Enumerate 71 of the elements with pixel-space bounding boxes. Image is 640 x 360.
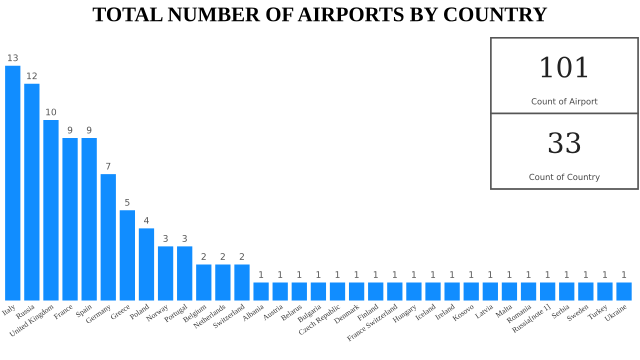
bar [234,264,250,301]
data-label: 1 [278,271,282,278]
bar [24,84,40,301]
bar [292,282,307,301]
bar [425,282,441,301]
chart-title: TOTAL NUMBER OF AIRPORTS BY COUNTRY [92,7,548,22]
bar [82,138,97,301]
bar [5,66,20,301]
bar [559,282,574,301]
bar [215,264,231,301]
bar [502,282,518,301]
data-label: 1 [354,271,359,278]
data-label: 1 [259,271,264,278]
data-label: 1 [546,271,550,278]
bar [310,282,326,301]
bar [464,282,479,301]
bar [100,174,116,301]
data-label: 1 [336,271,340,278]
data-label: 1 [508,271,512,278]
annotation: Count of Country [529,174,600,182]
data-label: 1 [564,271,569,278]
data-label: 3 [182,235,187,242]
data-label: 1 [450,271,454,278]
bar [330,282,346,301]
data-label: 3 [163,235,168,242]
data-label: 10 [46,108,56,116]
bar [482,282,498,301]
data-label: 1 [316,271,320,278]
bar [597,282,613,301]
bar [272,282,288,301]
bar [177,246,192,301]
data-label: 12 [27,72,37,80]
bar [540,282,556,301]
data-label: 1 [412,271,416,278]
data-label: 2 [220,253,225,260]
bar [616,282,632,301]
data-label: 7 [106,162,110,170]
data-label: 2 [202,253,206,260]
bar [253,282,269,301]
data-label: 1 [584,271,588,278]
annotation: 101 [541,56,588,78]
data-label: 1 [374,271,378,278]
data-label: 1 [431,271,436,278]
bar [158,246,174,301]
data-label: 5 [125,199,130,206]
bar [520,282,536,301]
bar [138,228,154,301]
data-label: 4 [144,217,149,224]
data-label: 1 [392,271,397,278]
data-label: 1 [526,271,531,278]
data-label: 13 [8,54,18,62]
bar [120,210,136,301]
bar [387,282,402,301]
bar [196,264,212,301]
bar [406,282,422,301]
data-label: 1 [297,271,302,278]
bar [62,138,78,301]
data-label: 1 [488,271,492,278]
bar [444,282,460,301]
data-label: 1 [622,271,626,278]
bar [348,282,364,301]
annotation: 33 [548,132,580,154]
data-label: 9 [68,126,72,134]
bar [368,282,384,301]
bar [578,282,594,301]
data-label: 1 [469,271,474,278]
data-label: 1 [603,271,607,278]
data-label: 9 [86,126,92,134]
annotation: Count of Airport [532,98,598,106]
data-label: 2 [240,253,244,260]
bar [43,120,59,301]
